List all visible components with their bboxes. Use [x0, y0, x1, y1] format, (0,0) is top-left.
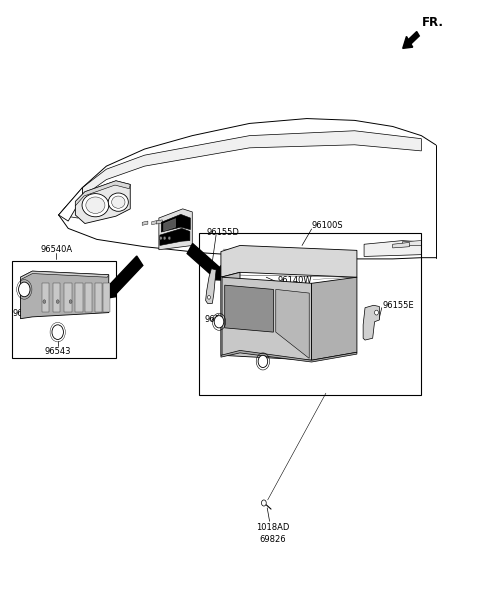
Polygon shape — [221, 277, 222, 356]
Ellipse shape — [86, 197, 105, 213]
FancyArrow shape — [187, 243, 226, 280]
Text: 96543: 96543 — [13, 310, 39, 318]
Text: 96173: 96173 — [204, 316, 231, 324]
Polygon shape — [53, 283, 60, 312]
Polygon shape — [75, 181, 130, 206]
Ellipse shape — [108, 193, 128, 211]
Circle shape — [43, 300, 46, 303]
Polygon shape — [402, 240, 421, 245]
Circle shape — [168, 237, 171, 240]
Polygon shape — [59, 188, 107, 218]
Circle shape — [214, 316, 224, 328]
Circle shape — [163, 237, 166, 240]
Ellipse shape — [112, 196, 125, 208]
Circle shape — [374, 310, 378, 315]
Text: 96173: 96173 — [248, 345, 275, 354]
Polygon shape — [59, 188, 83, 221]
Polygon shape — [21, 271, 109, 319]
Polygon shape — [205, 268, 216, 303]
Polygon shape — [393, 242, 409, 248]
Polygon shape — [225, 285, 274, 332]
Polygon shape — [364, 240, 421, 256]
Polygon shape — [21, 271, 109, 280]
Text: 96543: 96543 — [45, 347, 71, 356]
FancyArrow shape — [104, 256, 143, 299]
Polygon shape — [276, 289, 309, 359]
Polygon shape — [75, 283, 83, 312]
Circle shape — [262, 500, 266, 506]
Bar — [199, 234, 421, 395]
Polygon shape — [221, 351, 357, 362]
Polygon shape — [64, 283, 72, 312]
Polygon shape — [156, 220, 162, 224]
Polygon shape — [164, 219, 176, 231]
Circle shape — [19, 282, 30, 297]
Polygon shape — [152, 221, 157, 225]
Circle shape — [207, 295, 210, 299]
Polygon shape — [159, 209, 192, 249]
Polygon shape — [85, 283, 92, 312]
Polygon shape — [222, 277, 312, 360]
Polygon shape — [363, 305, 379, 340]
Polygon shape — [161, 215, 191, 232]
Text: 96100S: 96100S — [312, 221, 343, 230]
Bar — [12, 261, 116, 359]
Text: 96155E: 96155E — [382, 301, 414, 310]
Circle shape — [56, 300, 59, 303]
Polygon shape — [42, 283, 49, 312]
Polygon shape — [103, 283, 110, 312]
Text: 96155D: 96155D — [206, 227, 240, 237]
Polygon shape — [142, 221, 148, 226]
Circle shape — [69, 300, 72, 303]
Text: 96140W: 96140W — [277, 276, 312, 285]
Polygon shape — [312, 277, 357, 360]
Text: FR.: FR. — [422, 17, 444, 29]
FancyArrow shape — [403, 31, 420, 48]
Polygon shape — [95, 283, 102, 312]
Text: 1018AD: 1018AD — [256, 523, 289, 532]
Text: 69826: 69826 — [259, 535, 286, 544]
Circle shape — [258, 356, 268, 368]
Circle shape — [52, 325, 63, 340]
Polygon shape — [75, 181, 130, 224]
Circle shape — [159, 237, 162, 240]
Ellipse shape — [82, 194, 109, 217]
Polygon shape — [221, 272, 240, 356]
Text: 96540A: 96540A — [40, 245, 72, 254]
Polygon shape — [160, 229, 190, 245]
Polygon shape — [221, 245, 357, 277]
Polygon shape — [83, 131, 421, 197]
